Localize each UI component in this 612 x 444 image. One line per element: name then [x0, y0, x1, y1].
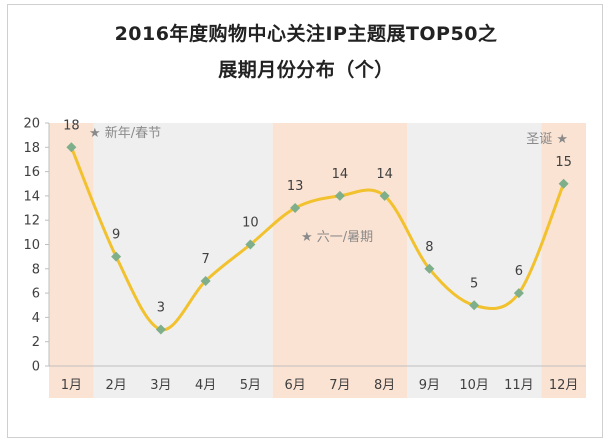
- data-point-4月: [200, 275, 211, 286]
- data-point-2月: [111, 251, 122, 262]
- data-label: 10: [242, 216, 259, 231]
- data-point-12月: [558, 178, 569, 189]
- annotation-3: 圣诞 ★: [526, 132, 568, 147]
- y-tick-label: 12: [23, 214, 40, 229]
- data-point-10月: [469, 300, 480, 311]
- band-2: [93, 123, 273, 398]
- data-label: 13: [287, 179, 304, 194]
- data-label: 18: [63, 118, 80, 133]
- data-point-11月: [513, 288, 524, 299]
- x-tick-label: 7月: [329, 378, 350, 393]
- x-tick-label: 3月: [150, 378, 171, 393]
- x-tick-label: 11月: [504, 378, 534, 393]
- x-tick-label: 4月: [195, 378, 216, 393]
- data-label: 9: [112, 228, 120, 243]
- annotation-1: ★ 新年/春节: [89, 125, 161, 141]
- data-label: 8: [425, 240, 433, 255]
- y-tick-label: 2: [32, 335, 40, 350]
- annotations: ★ 新年/春节 ★ 六一/暑期 圣诞 ★: [89, 125, 568, 245]
- data-label: 6: [515, 264, 523, 279]
- data-label: 3: [157, 301, 165, 316]
- background-bands: [49, 123, 586, 398]
- data-label: 15: [555, 155, 572, 170]
- y-tick-label: 8: [32, 262, 40, 277]
- annotation-2: ★ 六一/暑期: [301, 230, 373, 245]
- data-point-1月: [66, 142, 77, 153]
- chart-title: 2016年度购物中心关注IP主题展TOP50之: [114, 23, 498, 45]
- x-tick-label: 12月: [549, 378, 579, 393]
- x-tick-label: 1月: [61, 378, 82, 393]
- band-3: [272, 123, 407, 398]
- data-point-5月: [245, 239, 256, 250]
- x-tick-label: 6月: [284, 378, 305, 393]
- y-tick-label: 20: [23, 117, 40, 132]
- series-line: [69, 146, 566, 332]
- band-5: [541, 123, 586, 398]
- data-label: 14: [332, 167, 349, 182]
- data-label: 5: [470, 276, 478, 291]
- y-tick-label: 16: [23, 165, 40, 180]
- x-tick-label: 9月: [419, 378, 440, 393]
- band-1: [49, 123, 94, 398]
- x-tick-label: 10月: [459, 378, 489, 393]
- y-tick-label: 14: [23, 189, 40, 204]
- x-tick-label: 8月: [374, 378, 395, 393]
- data-point-8月: [379, 190, 390, 201]
- x-tick-label: 5月: [240, 378, 261, 393]
- y-axis: 0 2 4 6 8 10 12 14 16 18 20: [23, 117, 50, 375]
- chart-subtitle: 展期月份分布（个）: [218, 59, 394, 81]
- series-layer: 18 9 3 7 10 13 14 14 8 5 6 15: [63, 118, 572, 335]
- band-4: [407, 123, 542, 398]
- y-tick-label: 18: [23, 141, 40, 156]
- y-tick-label: 6: [32, 287, 40, 302]
- data-point-9月: [424, 263, 435, 274]
- data-label: 14: [376, 167, 393, 182]
- data-point-3月: [155, 324, 166, 335]
- data-point-6月: [290, 203, 301, 214]
- y-tick-label: 4: [32, 311, 40, 326]
- x-axis: 1月 2月 3月 4月 5月 6月 7月 8月 9月 10月 11月 12月: [49, 365, 586, 393]
- y-tick-label: 0: [32, 360, 40, 375]
- data-point-7月: [334, 190, 345, 201]
- x-tick-label: 2月: [105, 378, 126, 393]
- y-tick-label: 10: [23, 238, 40, 253]
- data-label: 7: [201, 252, 209, 267]
